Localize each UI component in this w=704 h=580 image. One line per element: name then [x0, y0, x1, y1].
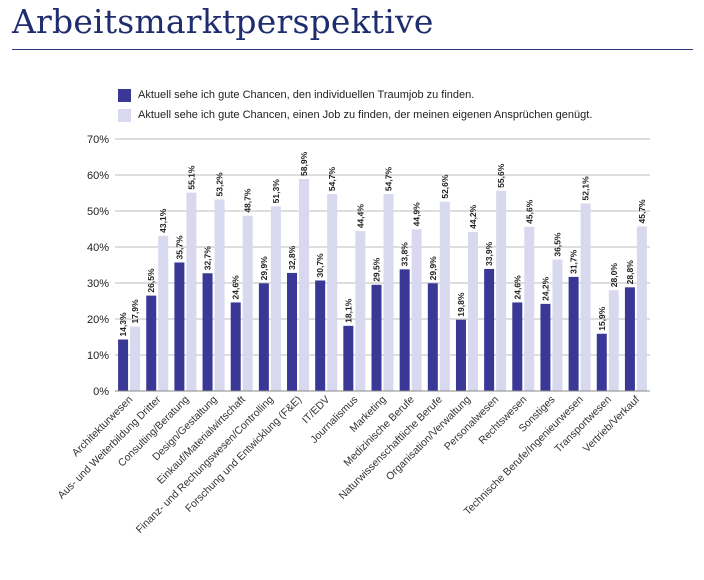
- legend-item-series-1: Aktuell sehe ich gute Chancen, den indiv…: [118, 88, 592, 102]
- page-title: Arbeitsmarktperspektive: [12, 2, 434, 41]
- title-rule: [12, 49, 693, 50]
- data-label-series-1: 24,6%: [231, 275, 241, 300]
- bar-series-1: [455, 319, 466, 391]
- data-label-series-1: 33,8%: [400, 242, 410, 267]
- bar-series-1: [568, 276, 579, 391]
- bar-series-1: [118, 339, 129, 391]
- bar-series-2: [242, 215, 253, 391]
- bar-series-1: [287, 272, 298, 391]
- bar-series-2: [355, 231, 366, 391]
- data-label-series-1: 29,5%: [372, 257, 382, 282]
- bar-series-1: [512, 302, 523, 391]
- y-tick-label: 10%: [87, 350, 109, 362]
- data-label-series-2: 45,7%: [637, 199, 647, 224]
- bar-series-2: [439, 201, 450, 391]
- bar-series-2: [496, 190, 507, 391]
- bar-series-1: [596, 333, 607, 391]
- data-label-series-2: 52,1%: [581, 176, 591, 201]
- data-label-series-2: 53,2%: [215, 172, 225, 197]
- bar-series-2: [467, 231, 478, 391]
- bar-series-2: [383, 194, 394, 391]
- data-label-series-2: 44,2%: [468, 204, 478, 229]
- bar-series-2: [552, 259, 563, 391]
- bar-series-1: [230, 302, 241, 391]
- data-label-series-1: 31,7%: [569, 249, 579, 274]
- bar-series-1: [146, 295, 157, 391]
- data-label-series-2: 52,6%: [440, 174, 450, 199]
- bar-series-1: [399, 269, 410, 391]
- data-label-series-2: 44,9%: [412, 202, 422, 227]
- data-label-series-1: 26,5%: [146, 268, 156, 293]
- data-label-series-1: 19,8%: [456, 292, 466, 317]
- data-label-series-1: 29,9%: [259, 256, 269, 281]
- data-label-series-1: 35,7%: [174, 235, 184, 260]
- y-tick-label: 0%: [93, 386, 109, 398]
- bar-series-1: [202, 273, 213, 391]
- data-label-series-2: 36,5%: [552, 232, 562, 257]
- bar-series-2: [580, 203, 591, 391]
- bar-series-1: [484, 268, 495, 391]
- y-tick-label: 70%: [87, 134, 109, 146]
- data-label-series-2: 51,3%: [271, 179, 281, 204]
- data-label-series-1: 32,8%: [287, 245, 297, 270]
- y-tick-label: 40%: [87, 242, 109, 254]
- bar-series-2: [130, 326, 141, 391]
- data-label-series-1: 24,6%: [512, 275, 522, 300]
- legend-item-series-2: Aktuell sehe ich gute Chancen, einen Job…: [118, 108, 592, 122]
- data-label-series-2: 44,4%: [355, 204, 365, 229]
- bar-series-2: [158, 235, 169, 391]
- bar-series-1: [258, 283, 269, 391]
- bar-series-2: [608, 290, 619, 391]
- data-label-series-1: 18,1%: [343, 298, 353, 323]
- bar-series-1: [540, 303, 551, 391]
- bar-series-1: [371, 284, 382, 391]
- bar-series-1: [174, 262, 185, 391]
- data-label-series-2: 45,6%: [524, 199, 534, 224]
- y-tick-label: 60%: [87, 170, 109, 182]
- bar-series-2: [270, 206, 281, 391]
- data-label-series-1: 30,7%: [315, 253, 325, 278]
- legend-label-series-1: Aktuell sehe ich gute Chancen, den indiv…: [138, 89, 475, 101]
- bar-series-2: [186, 192, 197, 391]
- data-label-series-2: 54,7%: [384, 167, 394, 192]
- bar-series-2: [636, 226, 647, 391]
- data-label-series-1: 29,9%: [428, 256, 438, 281]
- bar-series-2: [327, 194, 338, 391]
- data-label-series-2: 54,7%: [327, 167, 337, 192]
- data-label-series-2: 55,1%: [186, 165, 196, 190]
- data-label-series-2: 48,7%: [243, 188, 253, 213]
- bar-series-1: [624, 287, 635, 391]
- bar-series-2: [214, 199, 225, 391]
- data-label-series-1: 14,3%: [118, 312, 128, 337]
- legend-swatch-series-1: [118, 88, 131, 102]
- data-label-series-1: 32,7%: [203, 246, 213, 271]
- bar-series-1: [343, 325, 354, 391]
- y-tick-label: 30%: [87, 278, 109, 290]
- data-label-series-1: 28,8%: [625, 260, 635, 285]
- bar-series-2: [411, 229, 422, 391]
- bar-series-1: [427, 283, 438, 391]
- y-tick-label: 50%: [87, 206, 109, 218]
- data-label-series-2: 17,9%: [130, 299, 140, 324]
- data-label-series-2: 28,0%: [609, 263, 619, 288]
- data-label-series-2: 55,6%: [496, 163, 506, 188]
- data-label-series-1: 24,2%: [540, 276, 550, 301]
- y-tick-label: 20%: [87, 314, 109, 326]
- bar-series-1: [315, 280, 326, 391]
- bar-series-2: [299, 178, 310, 391]
- data-label-series-2: 58,9%: [299, 151, 309, 176]
- legend-label-series-2: Aktuell sehe ich gute Chancen, einen Job…: [138, 109, 593, 121]
- data-label-series-1: 15,9%: [597, 306, 607, 331]
- data-label-series-2: 43,1%: [158, 208, 168, 233]
- data-label-series-1: 33,9%: [484, 241, 494, 266]
- legend-swatch-series-2: [118, 108, 131, 122]
- bar-series-2: [524, 226, 535, 391]
- chart-legend: Aktuell sehe ich gute Chancen, den indiv…: [118, 88, 592, 128]
